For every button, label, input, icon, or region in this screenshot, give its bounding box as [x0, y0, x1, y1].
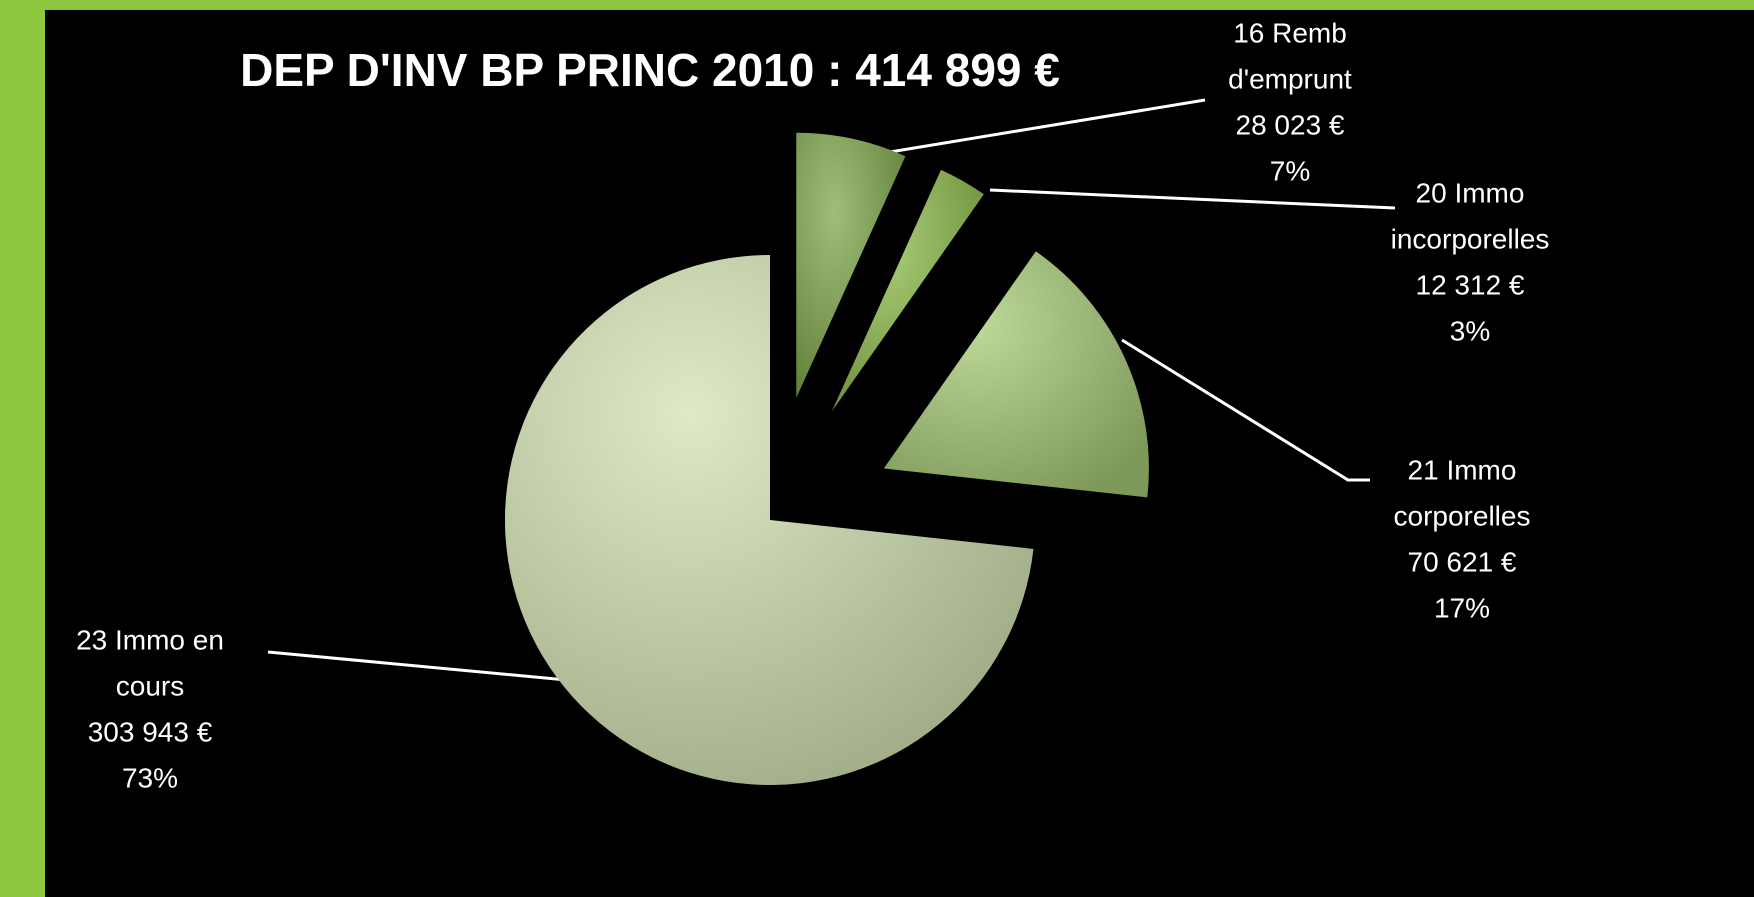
label-percent: 73% — [122, 762, 178, 793]
leader-line — [989, 188, 1396, 210]
leader-line — [1121, 338, 1370, 482]
label-percent: 7% — [1270, 155, 1310, 186]
slice-shade — [796, 132, 906, 398]
slice-shade — [883, 251, 1149, 498]
label-name: cours — [116, 670, 184, 701]
label-name: 20 Immo — [1416, 177, 1525, 208]
slice-shade — [504, 255, 1034, 785]
label-value: 12 312 € — [1416, 269, 1525, 300]
label-name: d'emprunt — [1228, 63, 1352, 94]
leader-line — [889, 98, 1206, 154]
chart-title: DEP D'INV BP PRINC 2010 : 414 899 € — [240, 44, 1060, 96]
label-name: 16 Remb — [1233, 17, 1347, 48]
label-percent: 17% — [1434, 592, 1490, 623]
leader-line — [267, 650, 589, 684]
label-name: 23 Immo en — [76, 624, 224, 655]
slice-shade — [831, 169, 984, 412]
leaders — [267, 98, 1396, 684]
label-name: incorporelles — [1391, 223, 1550, 254]
label-name: 21 Immo — [1408, 454, 1517, 485]
label-value: 28 023 € — [1236, 109, 1345, 140]
label-value: 70 621 € — [1408, 546, 1517, 577]
label-percent: 3% — [1450, 315, 1490, 346]
label-value: 303 943 € — [88, 716, 213, 747]
label-name: corporelles — [1394, 500, 1531, 531]
